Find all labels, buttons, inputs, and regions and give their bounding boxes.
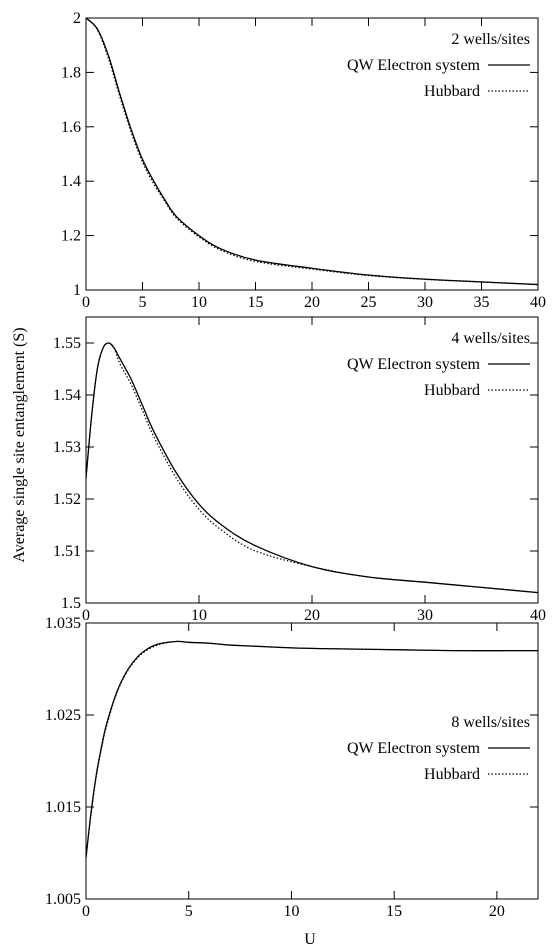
series-line-qw-electron	[86, 18, 538, 286]
series-line-hubbard	[86, 342, 538, 594]
y-tick-label: 1.4	[61, 173, 81, 190]
panel-2-wells: 0 5 10 15 20 25 30 35 40 1 1.2 1.4 1.6 1.8 2 2 wells/si…	[61, 10, 546, 311]
x-tick-label: 15	[248, 294, 264, 311]
y-tick-label: 1.025	[45, 707, 81, 724]
y-tick-label: 2	[73, 10, 81, 27]
y-tick-label: 1.52	[53, 491, 81, 508]
y-tick-label: 1.2	[61, 228, 81, 245]
plot-frame	[85, 622, 539, 900]
legend-label: Hubbard	[424, 766, 480, 783]
panel-8-wells: 0 5 10 15 20 1.005 1.015 1.025 1.035 8 wells/site…	[45, 615, 539, 920]
series-line-hubbard	[86, 18, 538, 286]
x-tick-label: 35	[474, 294, 490, 311]
y-tick-label: 1.6	[61, 119, 81, 136]
y-tick-label: 1.53	[53, 439, 81, 456]
x-tick-label: 0	[82, 294, 90, 311]
x-tick-label: 30	[417, 294, 433, 311]
x-tick-label: 0	[82, 607, 90, 624]
x-tick-label: 5	[185, 903, 193, 920]
y-axis-title: Average single site entanglement (S)	[11, 327, 28, 562]
x-tick-label: 30	[417, 607, 433, 624]
series-line-qw-electron	[86, 342, 538, 594]
y-tick-label: 1.51	[53, 543, 81, 560]
y-tick-label: 1.8	[61, 64, 81, 81]
x-tick-label: 40	[530, 607, 546, 624]
y-tick-label: 1.55	[53, 335, 81, 352]
x-tick-label: 15	[386, 903, 402, 920]
x-tick-label: 20	[304, 294, 320, 311]
y-tick-label: 1.015	[45, 799, 81, 816]
x-tick-label: 25	[361, 294, 377, 311]
x-tick-label: 20	[304, 607, 320, 624]
x-tick-label: 20	[489, 903, 505, 920]
x-tick-label: 10	[191, 607, 207, 624]
legend-label: QW Electron system	[347, 356, 481, 373]
legend-label: Hubbard	[424, 83, 480, 100]
y-tick-label: 1.54	[53, 387, 81, 404]
x-tick-label: 5	[139, 294, 147, 311]
x-axis-title: U	[304, 931, 316, 948]
panel-4-wells: 0 10 20 30 40 1.5 1.51 1.52 1.53 1.54 1.55 4 wells/…	[53, 316, 546, 624]
x-tick-label: 40	[530, 294, 546, 311]
y-tick-label: 1.035	[45, 615, 81, 632]
y-tick-label: 1.5	[61, 595, 81, 612]
x-tick-label: 10	[283, 903, 299, 920]
x-tick-label: 10	[191, 294, 207, 311]
legend-label: QW Electron system	[347, 740, 481, 757]
panel-annotation: 2 wells/sites	[451, 31, 530, 48]
panel-annotation: 4 wells/sites	[451, 330, 530, 347]
panel-annotation: 8 wells/sites	[451, 714, 530, 731]
y-tick-label: 1	[73, 282, 81, 299]
legend-label: QW Electron system	[347, 57, 481, 74]
y-tick-label: 1.005	[45, 891, 81, 908]
x-tick-label: 0	[82, 903, 90, 920]
legend-label: Hubbard	[424, 382, 480, 399]
